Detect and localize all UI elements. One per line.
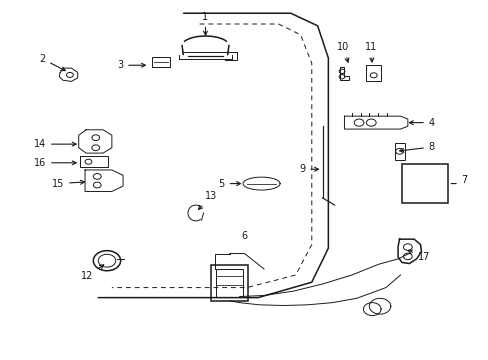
Text: 15: 15 [52,179,84,189]
Bar [152,57,170,67]
Text: 10: 10 [337,42,349,62]
Text: 8: 8 [399,142,434,152]
Text: 6: 6 [241,231,247,240]
Bar [366,65,380,81]
Text: 2: 2 [39,54,65,71]
Text: 3: 3 [117,60,145,70]
Text: 16: 16 [34,158,76,168]
Text: 13: 13 [198,191,217,210]
Text: 9: 9 [299,164,318,174]
Bar [401,164,447,203]
Text: 14: 14 [34,139,76,149]
Text: 7: 7 [461,175,467,185]
Text: 4: 4 [408,118,434,128]
Text: 11: 11 [365,42,377,62]
Bar [211,265,247,301]
Text: 5: 5 [218,179,240,189]
Text: 12: 12 [81,265,103,281]
Bar [394,143,405,160]
Text: 17: 17 [407,250,429,262]
Bar [216,269,243,297]
Text: 1: 1 [202,12,208,35]
